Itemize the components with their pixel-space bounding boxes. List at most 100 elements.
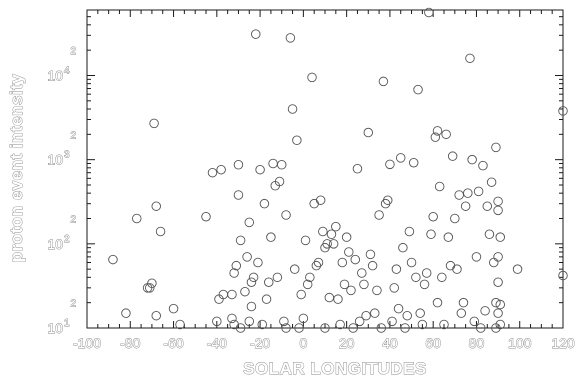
data-point xyxy=(272,272,283,283)
data-point xyxy=(393,303,404,314)
data-point xyxy=(315,195,326,205)
data-point xyxy=(216,164,226,175)
data-point xyxy=(175,319,185,330)
data-point xyxy=(227,313,237,324)
data-point xyxy=(406,257,417,268)
data-point xyxy=(443,232,454,242)
data-point xyxy=(144,283,155,293)
y-minor-tick-label: 2 xyxy=(70,299,76,310)
data-point xyxy=(378,76,389,87)
data-point xyxy=(473,186,484,197)
data-point xyxy=(155,226,166,237)
data-point xyxy=(268,158,278,169)
data-point xyxy=(439,319,449,330)
data-point xyxy=(402,310,412,321)
data-point xyxy=(389,283,399,293)
data-point xyxy=(328,239,339,249)
data-point xyxy=(465,53,475,64)
data-point xyxy=(261,294,272,304)
data-point xyxy=(370,308,380,318)
data-point xyxy=(493,196,503,207)
data-point xyxy=(419,279,430,290)
data-point xyxy=(493,252,503,262)
x-tick-label: 80 xyxy=(469,335,485,351)
plot-frame xyxy=(86,9,564,329)
data-point xyxy=(471,252,482,262)
data-point xyxy=(491,142,501,153)
data-point xyxy=(331,221,341,232)
data-point xyxy=(411,272,421,283)
data-point xyxy=(558,270,568,281)
data-point xyxy=(235,323,246,333)
data-point xyxy=(354,316,365,327)
data-point xyxy=(320,323,330,333)
y-tick-label: 10 xyxy=(47,152,63,168)
data-point xyxy=(121,308,131,318)
data-point xyxy=(484,229,495,239)
data-point xyxy=(305,272,315,283)
data-point xyxy=(149,118,159,129)
data-point xyxy=(324,292,335,303)
data-point xyxy=(395,153,406,163)
y-tick-exponent: 1 xyxy=(64,318,70,329)
x-tick-label: 40 xyxy=(382,335,398,351)
data-point xyxy=(408,157,419,168)
data-point xyxy=(482,201,493,211)
data-point xyxy=(292,135,302,146)
data-point xyxy=(296,289,306,300)
data-point xyxy=(244,217,255,228)
y-tick-label: 10 xyxy=(47,320,63,336)
data-point xyxy=(235,235,246,246)
data-point xyxy=(251,29,261,39)
y-minor-tick-label: 2 xyxy=(70,46,76,57)
x-tick-label: -80 xyxy=(120,335,140,351)
y-tick-exponent: 2 xyxy=(64,234,70,245)
data-point xyxy=(437,272,447,283)
x-tick-label: -60 xyxy=(163,335,183,351)
data-point xyxy=(259,198,270,209)
x-tick-label: -20 xyxy=(250,335,270,351)
data-point xyxy=(363,127,374,138)
data-point xyxy=(493,205,503,216)
data-point xyxy=(246,301,257,312)
data-point xyxy=(348,323,358,333)
data-point xyxy=(367,260,378,271)
data-point xyxy=(326,229,337,239)
y-minor-tick-label: 2 xyxy=(70,214,76,225)
data-point xyxy=(350,254,361,265)
data-point xyxy=(391,264,402,274)
data-point xyxy=(400,323,410,333)
data-point xyxy=(281,323,291,333)
data-point xyxy=(398,242,408,253)
data-point xyxy=(421,268,432,278)
data-point xyxy=(287,104,298,114)
data-point xyxy=(313,257,324,268)
data-point xyxy=(207,167,218,178)
data-point xyxy=(476,323,486,333)
data-point xyxy=(344,247,354,257)
data-point xyxy=(300,235,311,246)
data-point xyxy=(285,33,296,43)
data-point xyxy=(307,72,317,83)
data-point xyxy=(255,164,265,175)
data-point xyxy=(428,211,438,222)
data-point xyxy=(108,254,118,265)
x-tick-label: 120 xyxy=(551,335,575,351)
x-tick-label: 0 xyxy=(299,335,307,351)
data-point xyxy=(294,323,304,333)
y-minor-tick-label: 2 xyxy=(70,130,76,141)
data-point xyxy=(253,257,263,268)
data-point xyxy=(289,264,300,274)
data-point xyxy=(132,213,142,224)
data-point xyxy=(450,213,460,224)
data-point xyxy=(467,154,477,165)
data-point xyxy=(309,198,319,209)
data-point xyxy=(493,308,503,318)
data-point xyxy=(480,306,490,316)
data-point xyxy=(387,316,397,327)
data-point xyxy=(201,211,211,222)
data-point xyxy=(333,294,343,304)
data-point xyxy=(417,319,428,330)
data-point xyxy=(335,319,345,330)
